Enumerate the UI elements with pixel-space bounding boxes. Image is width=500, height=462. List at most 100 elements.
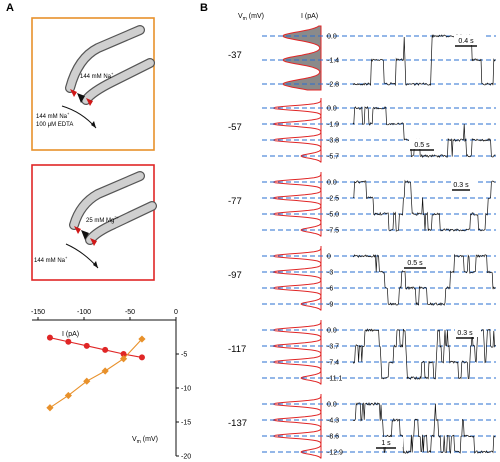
- bath-top-line2: 100 μM EDTA: [36, 122, 73, 128]
- pipette-bottom: [69, 171, 157, 246]
- level-label: 0.0: [327, 34, 337, 41]
- diagram-bottom-frame: [31, 164, 155, 281]
- channel-top-1: [70, 89, 77, 97]
- iv-point: [138, 335, 146, 343]
- iv-x-tick-label: -100: [77, 309, 91, 316]
- iv-point: [46, 404, 54, 412]
- iv-series: [46, 334, 146, 412]
- membrane-patch-top: [77, 93, 85, 103]
- vm-value: -137: [228, 418, 247, 429]
- time-scale-label: 0.3 s: [457, 330, 473, 337]
- vm-value: -37: [228, 50, 242, 61]
- occupancy-histogram: [282, 25, 322, 91]
- level-label: -12.9: [327, 450, 343, 457]
- iv-point: [102, 346, 109, 353]
- current-trace: [353, 179, 496, 232]
- scale-bar-bg: [451, 179, 477, 189]
- scale-bar-bg: [454, 35, 484, 45]
- time-scale-label: 0.4 s: [458, 38, 474, 45]
- level-label: 0.0: [327, 180, 337, 187]
- diagram-top: 144 mM Na+ 144 mM Na+ 100 μM EDTA: [31, 17, 155, 151]
- occupancy-histogram: [271, 394, 322, 459]
- flow-arrow-bottom: [65, 243, 99, 269]
- current-trace: [352, 253, 496, 307]
- panel-b-label: B: [200, 2, 208, 14]
- recording-row: -77 0.0 -2.5 -5.0 -7.5 0.3 s: [228, 172, 496, 237]
- iv-x-tick-label: 0: [174, 309, 178, 316]
- iv-y-ticks: -5 -10 -15 -20: [176, 352, 191, 461]
- channel-top-2: [86, 98, 93, 106]
- iv-point: [64, 391, 72, 400]
- level-label: -9: [327, 302, 333, 309]
- iv-x-ticks: -150 -100 -50 0: [31, 309, 178, 320]
- time-scale-label: 0.5 s: [407, 260, 423, 267]
- recording-rows: -37 0.0 -1.4 -2.8 0.4 s -57 0.0 -1.9 -3.8 -5.7 0.5…: [228, 25, 496, 459]
- time-scale-label: 0.3 s: [453, 182, 469, 189]
- iv-x-axis-label: I (pA): [62, 331, 79, 338]
- iv-point: [119, 355, 128, 363]
- vm-value: -77: [228, 196, 242, 207]
- time-scale-label: 1 s: [381, 440, 391, 447]
- level-label: 0.0: [327, 328, 337, 335]
- iv-point: [65, 338, 72, 345]
- recording-row: -97 0 -3 -6 -9 0.5 s: [228, 246, 496, 311]
- iv-y-tick-label: -20: [181, 454, 191, 461]
- channel-bottom-2: [90, 238, 97, 246]
- iv-y-axis-label: Vm (mV): [132, 436, 158, 445]
- iv-point: [83, 342, 90, 349]
- level-label: -5.0: [327, 212, 339, 219]
- bath-bottom-line1: 144 mM Na+: [34, 255, 68, 264]
- recording-row: -37 0.0 -1.4 -2.8 0.4 s: [228, 25, 496, 91]
- membrane-patch-bottom: [81, 230, 89, 240]
- channel-bottom-1: [74, 226, 81, 234]
- diagram-bottom: 25 mM Mg2+ 144 mM Na+: [31, 164, 157, 281]
- level-label: -8.6: [327, 434, 339, 441]
- level-label: 0: [327, 254, 331, 261]
- level-label: -5.7: [327, 154, 339, 161]
- recording-row: -57 0.0 -1.9 -3.8 -5.7 0.5 s: [228, 98, 496, 163]
- level-label: -1.9: [327, 122, 339, 129]
- time-scale-label: 0.5 s: [414, 142, 430, 149]
- level-label: -3.8: [327, 138, 339, 145]
- scale-bar-bg: [409, 139, 441, 149]
- current-trace: [352, 105, 496, 158]
- vm-value: -97: [228, 270, 242, 281]
- pipette-bottom-label: 25 mM Mg2+: [86, 215, 120, 224]
- iv-x-tick-label: -50: [125, 309, 135, 316]
- occupancy-histogram: [271, 172, 322, 237]
- iv-point: [101, 367, 109, 375]
- level-label: -4.3: [327, 418, 339, 425]
- pipette-top-label: 144 mM Na+: [80, 71, 114, 80]
- scale-bar-bg: [375, 437, 403, 447]
- level-label: -11.1: [327, 376, 343, 383]
- scale-bar-bg: [455, 327, 481, 337]
- level-label: -1.4: [327, 58, 339, 65]
- iv-series-line-2: [49, 338, 143, 409]
- occupancy-histogram: [271, 98, 322, 163]
- iv-series-line-1: [49, 337, 143, 358]
- level-label: -6: [327, 286, 333, 293]
- iv-point: [83, 377, 91, 385]
- iv-point: [138, 354, 145, 361]
- current-header: I (pA): [301, 13, 318, 20]
- iv-y-tick-label: -15: [181, 420, 191, 427]
- level-label: -7.4: [327, 360, 339, 367]
- level-label: -2.5: [327, 196, 339, 203]
- pipette-top: [65, 25, 155, 106]
- level-label: 0.0: [327, 106, 337, 113]
- vm-header: Vm (mV): [238, 13, 264, 22]
- level-label: -2.8: [327, 82, 339, 89]
- recording-row: -137 0.0 -4.3 -8.6 -12.9 1 s: [228, 394, 496, 459]
- iv-point: [120, 351, 127, 357]
- iv-y-tick-label: -10: [181, 386, 191, 393]
- scale-bar-bg: [403, 257, 433, 267]
- vm-value: -117: [228, 344, 246, 355]
- diagram-top-frame: [31, 17, 155, 151]
- level-label: -7.5: [327, 228, 339, 235]
- current-trace: [352, 328, 496, 380]
- occupancy-histogram: [271, 246, 322, 311]
- vm-value: -57: [228, 122, 242, 133]
- recording-row: -117 0.0 -3.7 -7.4 -11.1 0.3 s: [228, 320, 496, 385]
- level-label: -3.7: [327, 344, 339, 351]
